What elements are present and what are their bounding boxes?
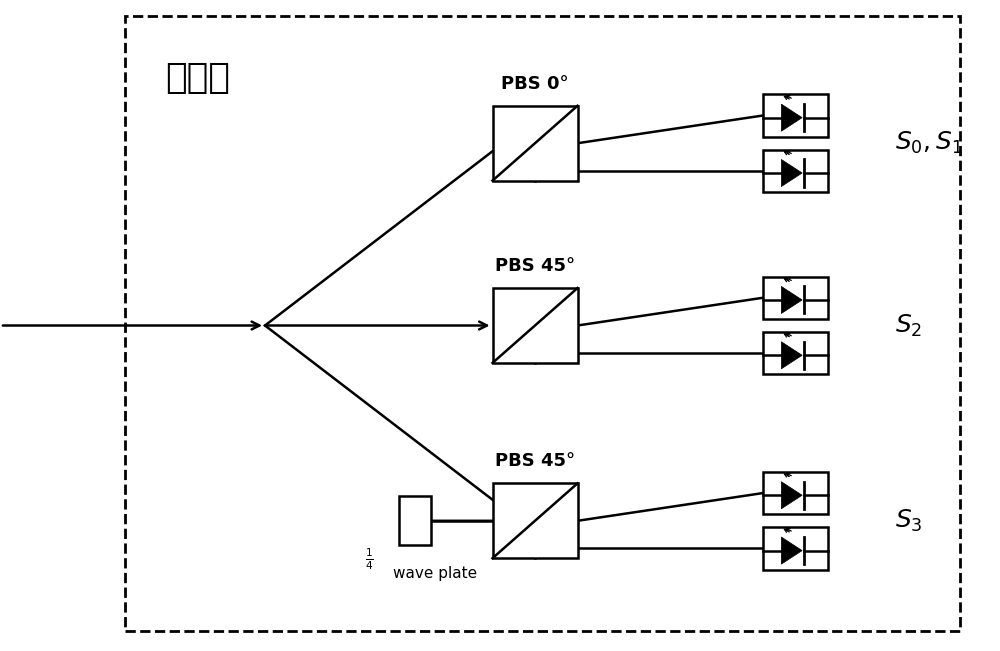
Text: PBS 0°: PBS 0° bbox=[501, 75, 569, 92]
Text: $\frac{1}{4}$: $\frac{1}{4}$ bbox=[365, 547, 374, 572]
Bar bbox=[493, 106, 578, 180]
Text: 偏振仪: 偏振仪 bbox=[165, 61, 230, 95]
Text: PBS 45°: PBS 45° bbox=[495, 452, 575, 470]
Text: $S_2$: $S_2$ bbox=[895, 312, 922, 339]
Bar bbox=[763, 332, 828, 374]
Text: $S_3$: $S_3$ bbox=[895, 508, 923, 534]
Bar bbox=[399, 496, 431, 546]
Text: $S_0, S_1$: $S_0, S_1$ bbox=[895, 130, 963, 156]
Polygon shape bbox=[781, 104, 802, 132]
Bar bbox=[493, 483, 578, 558]
Bar bbox=[763, 94, 828, 137]
Bar bbox=[763, 472, 828, 514]
Polygon shape bbox=[781, 482, 802, 509]
Text: PBS 45°: PBS 45° bbox=[495, 257, 575, 275]
Bar bbox=[763, 527, 828, 570]
Polygon shape bbox=[781, 159, 802, 187]
Bar bbox=[763, 277, 828, 319]
Bar bbox=[763, 150, 828, 192]
Text: wave plate: wave plate bbox=[393, 566, 477, 581]
Polygon shape bbox=[781, 286, 802, 314]
Bar bbox=[125, 16, 960, 631]
Bar bbox=[493, 288, 578, 363]
Polygon shape bbox=[781, 537, 802, 564]
Polygon shape bbox=[781, 342, 802, 369]
